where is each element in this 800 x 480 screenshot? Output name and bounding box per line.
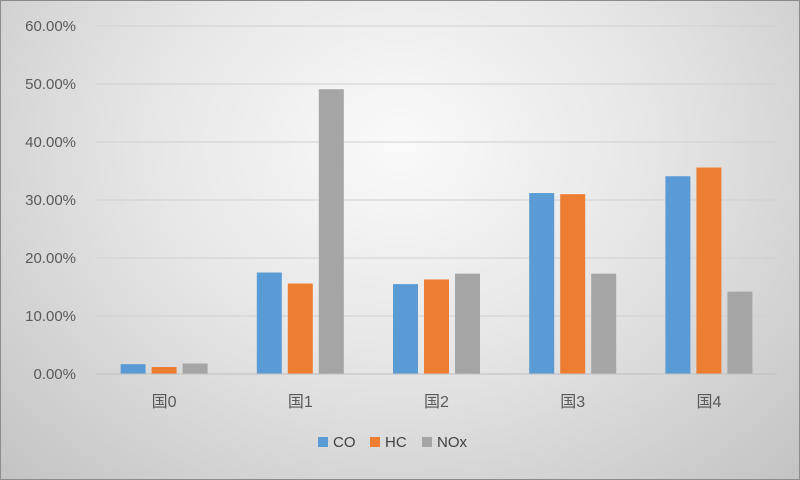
y-tick-label: 10.00%	[25, 308, 76, 325]
x-tick-label: 国3	[560, 394, 585, 411]
bar-co	[393, 284, 418, 374]
legend-swatch-nox	[422, 437, 432, 447]
y-tick-label: 50.00%	[25, 76, 76, 93]
legend-label-nox: NOx	[437, 434, 468, 451]
legend-swatch-hc	[370, 437, 380, 447]
bars	[120, 89, 753, 374]
legend-swatch-co	[318, 437, 328, 447]
bar-nox	[318, 89, 344, 374]
bar-co	[256, 272, 282, 374]
bar-nox	[727, 291, 753, 374]
bar-nox	[455, 273, 480, 374]
x-tick-label: 国0	[152, 394, 177, 411]
bar-hc	[560, 194, 586, 374]
x-tick-label: 国1	[288, 394, 313, 411]
y-tick-label: 40.00%	[25, 134, 76, 151]
legend: CO HC NOx	[318, 434, 468, 451]
x-tick-label: 国4	[696, 394, 721, 411]
x-axis-tick-labels: 国0 国1 国2 国3 国4	[152, 394, 722, 411]
bar-hc	[287, 283, 313, 374]
y-tick-label: 0.00%	[33, 366, 76, 383]
bar-nox	[591, 273, 617, 374]
y-axis-tick-labels: 0.00% 10.00% 20.00% 30.00% 40.00% 50.00% 60.00…	[25, 18, 76, 383]
y-tick-label: 30.00%	[25, 192, 76, 209]
bar-hc	[696, 167, 722, 374]
bar-co	[665, 176, 691, 374]
gridlines	[96, 25, 777, 317]
bar-hc	[151, 367, 177, 374]
bar-hc	[424, 279, 449, 374]
bar-nox	[182, 363, 208, 374]
legend-label-hc: HC	[385, 434, 407, 451]
bar-co	[120, 364, 146, 374]
legend-label-co: CO	[333, 434, 356, 451]
bar-co	[529, 193, 555, 374]
x-tick-label: 国2	[424, 394, 449, 411]
y-tick-label: 60.00%	[25, 18, 76, 35]
y-tick-label: 20.00%	[25, 250, 76, 267]
